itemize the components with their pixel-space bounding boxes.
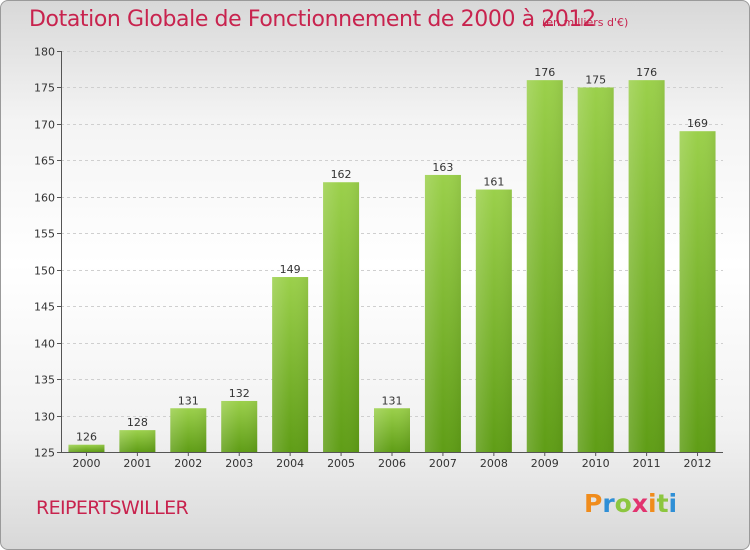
x-tick-label: 2003 <box>225 457 253 470</box>
bar-shade <box>68 444 105 452</box>
y-tick-label: 155 <box>34 228 55 241</box>
y-tick-label: 160 <box>34 192 55 205</box>
logo-letter: o <box>614 489 632 518</box>
data-labels: 126 128 131 132 149 162 131 163 161 176 175 176 169 <box>76 66 708 444</box>
data-label: 163 <box>432 161 453 174</box>
bar-shade <box>323 182 360 452</box>
bar-shade <box>628 80 665 452</box>
y-tick-label: 165 <box>34 155 55 168</box>
bar-shade <box>119 430 156 452</box>
y-tick-label: 180 <box>34 46 55 59</box>
y-tick-label: 170 <box>34 119 55 132</box>
y-tick-label: 135 <box>34 374 55 387</box>
data-label: 162 <box>331 168 352 181</box>
data-label: 176 <box>636 66 657 79</box>
data-label: 176 <box>534 66 555 79</box>
x-tick-label: 2001 <box>123 457 151 470</box>
bar-shade <box>374 408 410 452</box>
data-label: 131 <box>382 394 403 407</box>
data-label: 175 <box>585 73 606 86</box>
x-tick-label: 2007 <box>429 457 457 470</box>
logo-letter: i <box>668 489 678 518</box>
data-label: 169 <box>687 117 708 130</box>
x-tick-label: 2011 <box>633 457 661 470</box>
x-tick-label: 2005 <box>327 457 355 470</box>
chart-title: Dotation Globale de Fonctionnement de 20… <box>29 7 596 32</box>
x-tick-label: 2010 <box>582 457 610 470</box>
y-tick-label: 140 <box>34 338 55 351</box>
logo-letter: P <box>584 489 603 518</box>
grid-lines <box>61 51 723 417</box>
data-label: 132 <box>229 387 250 400</box>
bar-shade <box>221 400 258 452</box>
bar-shade <box>577 87 614 453</box>
x-tick-label: 2004 <box>276 457 304 470</box>
y-tick-label: 125 <box>34 447 55 460</box>
x-tick-label: 2008 <box>480 457 508 470</box>
y-tick-label: 175 <box>34 82 55 95</box>
data-label: 161 <box>483 176 504 189</box>
y-tick-label: 130 <box>34 411 55 424</box>
x-tick-label: 2009 <box>531 457 559 470</box>
logo-letter: x <box>631 489 648 518</box>
bar-shade <box>272 277 309 452</box>
x-tick-label: 2012 <box>684 457 712 470</box>
x-tick-label: 2006 <box>378 457 406 470</box>
bar-shade <box>424 174 461 453</box>
bar-shade <box>679 131 716 452</box>
x-tick-label: 2002 <box>174 457 202 470</box>
data-label: 126 <box>76 431 97 444</box>
bar-shade <box>526 80 563 452</box>
x-tick-label: 2000 <box>72 457 100 470</box>
proxiti-logo[interactable]: Proxiti <box>584 489 677 518</box>
chart-unit: (en milliers d'€) <box>542 16 629 29</box>
bars <box>68 80 716 453</box>
axes: 125 130 135 140 145 150 155 160 165 170 175 180 2000… <box>34 46 723 470</box>
y-tick-label: 150 <box>34 265 55 278</box>
logo-letter: t <box>656 489 669 518</box>
bar-shade <box>475 189 512 452</box>
logo-letter: i <box>648 489 657 518</box>
commune-name: REIPERTSWILLER <box>36 497 189 519</box>
data-label: 128 <box>127 416 148 429</box>
data-label: 149 <box>280 263 301 276</box>
data-label: 131 <box>178 394 199 407</box>
logo-letter: r <box>602 489 615 518</box>
y-tick-label: 145 <box>34 301 55 314</box>
bar-shade <box>170 408 207 452</box>
